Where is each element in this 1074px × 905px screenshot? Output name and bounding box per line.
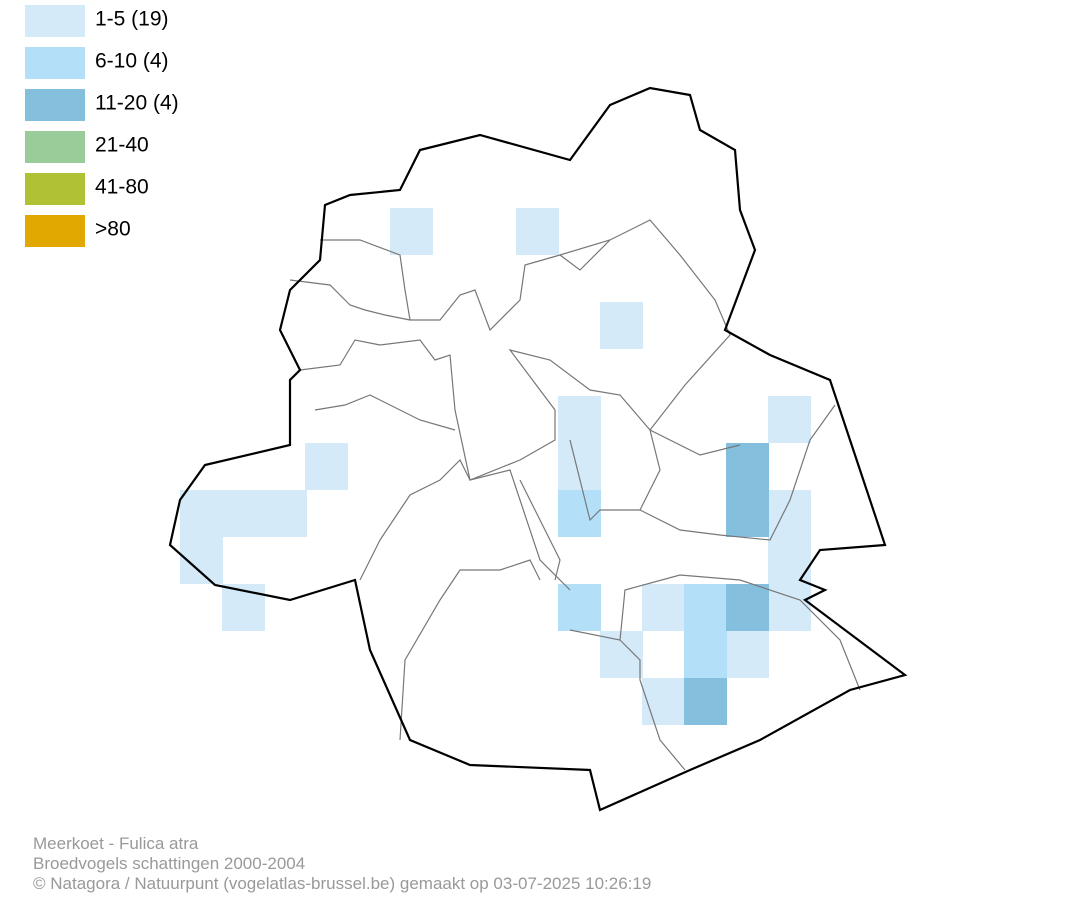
grid-cell xyxy=(516,208,559,255)
region-fill xyxy=(170,88,905,810)
grid-cell xyxy=(768,537,811,584)
grid-cell xyxy=(726,490,769,537)
footer-survey: Broedvogels schattingen 2000-2004 xyxy=(33,854,305,873)
legend-swatch xyxy=(25,89,85,121)
footer-credit: © Natagora / Natuurpunt (vogelatlas-brus… xyxy=(33,874,651,893)
grid-cell xyxy=(684,584,727,631)
grid-cell xyxy=(642,678,685,725)
grid-cell xyxy=(726,443,769,490)
grid-cell xyxy=(642,584,685,631)
footer-species: Meerkoet - Fulica atra xyxy=(33,834,199,853)
grid-cell xyxy=(222,490,265,537)
grid-cell xyxy=(180,490,223,537)
grid-cell xyxy=(264,490,307,537)
region-outline xyxy=(168,86,908,812)
grid-cell xyxy=(600,302,643,349)
grid-cell xyxy=(558,490,601,537)
legend-swatch xyxy=(25,47,85,79)
grid-cell xyxy=(600,631,643,678)
grid-cell xyxy=(305,443,348,490)
legend-label: >80 xyxy=(95,218,131,241)
legend-label: 41-80 xyxy=(95,176,149,199)
legend-swatch xyxy=(25,131,85,163)
grid-cell xyxy=(558,584,601,631)
legend-label: 21-40 xyxy=(95,134,149,157)
legend-swatch xyxy=(25,215,85,247)
legend-swatch xyxy=(25,5,85,37)
grid-cell xyxy=(558,396,601,443)
municipal-borders xyxy=(289,219,861,771)
grid-cell xyxy=(390,208,433,255)
grid-cell xyxy=(558,443,601,490)
legend-label: 6-10 (4) xyxy=(95,50,169,73)
grid-cells xyxy=(180,208,811,725)
grid-cell xyxy=(684,678,727,725)
grid-cell xyxy=(726,631,769,678)
grid-cell xyxy=(768,396,811,443)
legend-swatch xyxy=(25,173,85,205)
legend-label: 1-5 (19) xyxy=(95,8,169,31)
legend: 1-5 (19) 6-10 (4) 11-20 (4) 21-40 41-80 >80 xyxy=(25,5,179,247)
grid-cell xyxy=(222,584,265,631)
legend-label: 11-20 (4) xyxy=(95,92,179,115)
grid-cell xyxy=(684,631,727,678)
grid-cell xyxy=(726,584,769,631)
